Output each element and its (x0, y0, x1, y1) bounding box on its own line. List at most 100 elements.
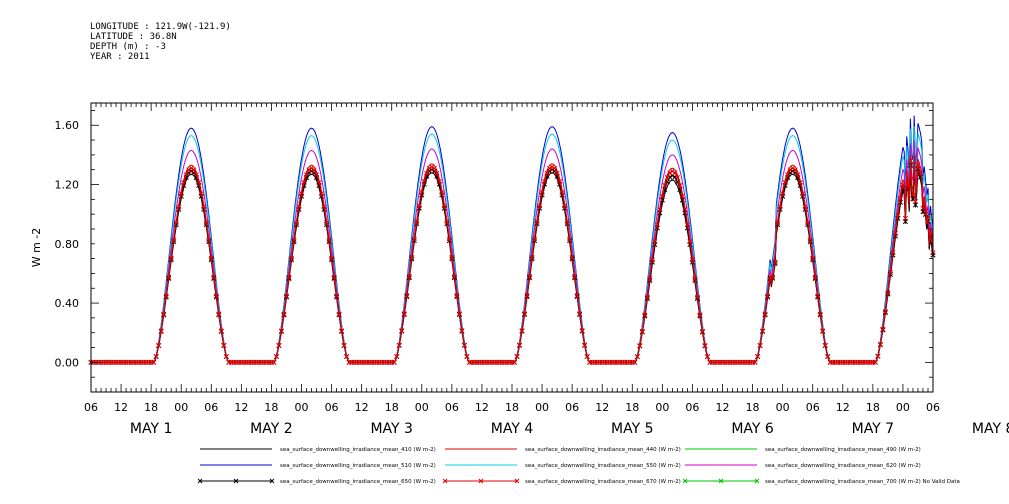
series-marker-mean_670 (163, 293, 169, 299)
legend: sea_surface_downwelling_irradiance_mean_… (197, 447, 960, 485)
x-hour-tick-label: 18 (264, 401, 278, 414)
series-marker-mean_670 (890, 250, 896, 256)
series-marker-mean_670 (156, 342, 162, 348)
series-marker-mean_670 (203, 220, 209, 226)
series-marker-mean_670 (441, 203, 447, 209)
series-marker-mean_670 (526, 273, 533, 280)
series-marker-mean_670 (564, 218, 570, 225)
series-marker-mean_670 (151, 359, 157, 365)
series-marker-mean_670 (186, 167, 192, 173)
series-marker-mean_670 (176, 204, 182, 210)
series-marker-mean_670 (692, 275, 698, 282)
series-marker-mean_670 (772, 259, 778, 265)
axes-layer: 06 12 18 00 06 12 18 00 06 12 18 00 06 12 18 00 06 12 18 00… (30, 102, 1009, 437)
latitude-text: LATITUDE : 36.8N (90, 32, 177, 42)
x-day-label: MAY 8 (972, 421, 1009, 437)
series-marker-mean_670 (654, 222, 660, 228)
plot-frame (90, 102, 934, 393)
series-marker-mean_670 (544, 170, 550, 176)
series-marker-mean_670 (426, 165, 432, 171)
legend-label-mean_550: sea_surface_downwelling_irradiance_mean_… (525, 463, 681, 469)
series-marker-mean_670 (511, 359, 518, 365)
series-marker-mean_670 (762, 311, 768, 317)
x-hour-tick-label: 00 (896, 401, 910, 414)
series-marker-mean_670 (534, 218, 540, 225)
series-marker-mean_670 (752, 359, 758, 365)
x-hour-tick-label: 12 (595, 401, 609, 414)
series-marker-mean_670 (409, 254, 415, 260)
series-marker-mean_670 (790, 165, 796, 171)
metadata-header: LONGITUDE : 121.9W(-121.9) LATITUDE : 36… (90, 22, 231, 62)
series-marker-mean_670 (662, 182, 668, 189)
series-marker-mean_670 (677, 182, 683, 189)
series-marker-mean_670 (173, 220, 179, 226)
series-marker-mean_670 (273, 353, 279, 360)
x-hour-tick-label: 18 (385, 401, 399, 414)
x-hour-tick-label: 06 (445, 401, 459, 414)
legend-label-mean_410: sea_surface_downwelling_irradiance_mean_… (280, 447, 436, 453)
series-marker-mean_670 (875, 353, 881, 359)
series-marker-mean_670 (521, 311, 528, 317)
series-marker-mean_670 (188, 165, 194, 171)
y-tick-label: 0.80 (55, 238, 80, 251)
legend-label-mean_620: sea_surface_downwelling_irradiance_mean_… (765, 463, 921, 469)
series-marker-mean_670 (296, 204, 302, 210)
series-marker-mean_670 (168, 255, 174, 261)
series-marker-mean_670 (672, 170, 678, 176)
series-marker-mean_670 (396, 342, 402, 348)
series-marker-mean_670 (632, 359, 638, 365)
series-marker-mean_670 (537, 203, 543, 209)
series-marker-mean_670 (674, 175, 680, 181)
series-marker-mean_670 (198, 191, 204, 197)
legend-label-mean_650: sea_surface_downwelling_irradiance_mean_… (280, 479, 436, 485)
x-hour-tick-label: 00 (535, 401, 549, 414)
series-layer (88, 115, 936, 365)
series-marker-mean_670 (211, 274, 217, 280)
x-hour-tick-label: 00 (174, 401, 188, 414)
series-marker-mean_670 (434, 170, 440, 176)
series-marker-mean_670 (306, 167, 312, 173)
x-day-label: MAY 6 (731, 421, 774, 437)
series-marker-mean_670 (925, 215, 931, 221)
series-marker-mean_670 (404, 292, 410, 299)
series-marker-mean_670 (559, 189, 565, 195)
series-marker-mean_670 (885, 289, 891, 296)
series-marker-mean_670 (401, 311, 407, 317)
series-marker-mean_670 (649, 257, 655, 263)
x-hour-tick-label: 00 (655, 401, 669, 414)
series-marker-mean_670 (406, 273, 412, 280)
x-hour-tick-label: 18 (505, 401, 519, 414)
series-marker-mean_670 (922, 208, 929, 214)
series-marker-mean_670 (817, 311, 823, 317)
series-marker-mean_670 (298, 191, 305, 197)
series-marker-mean_670 (634, 354, 640, 360)
series-marker-mean_670 (196, 180, 202, 186)
x-hour-tick-label: 06 (84, 401, 98, 414)
series-marker-mean_670 (399, 328, 405, 334)
series-marker-mean_670 (644, 294, 650, 300)
legend-marker-mean_650 (197, 478, 203, 484)
series-marker-mean_670 (532, 236, 538, 242)
x-day-label: MAY 7 (852, 421, 894, 437)
x-hour-tick-label: 06 (565, 401, 579, 414)
series-marker-mean_670 (419, 189, 425, 195)
legend-marker-mean_670 (514, 478, 520, 484)
series-marker-mean_670 (166, 274, 172, 280)
x-day-label: MAY 5 (611, 421, 653, 437)
year-text: YEAR : 2011 (90, 52, 150, 62)
series-marker-mean_670 (652, 239, 658, 245)
series-line-mean_550 (91, 125, 934, 363)
series-marker-mean_670 (765, 293, 771, 299)
legend-marker-mean_670 (478, 478, 484, 484)
series-marker-mean_670 (689, 257, 695, 263)
series-marker-mean_670 (181, 180, 187, 186)
series-marker-mean_670 (572, 273, 578, 280)
series-marker-mean_670 (777, 204, 783, 210)
legend-marker-mean_650 (269, 478, 275, 484)
x-hour-tick-label: 18 (625, 401, 639, 414)
series-marker-mean_670 (582, 342, 588, 348)
series-marker-mean_670 (910, 192, 916, 198)
series-marker-mean_670 (584, 353, 590, 360)
series-marker-mean_670 (391, 359, 397, 365)
series-marker-mean_670 (514, 353, 520, 360)
